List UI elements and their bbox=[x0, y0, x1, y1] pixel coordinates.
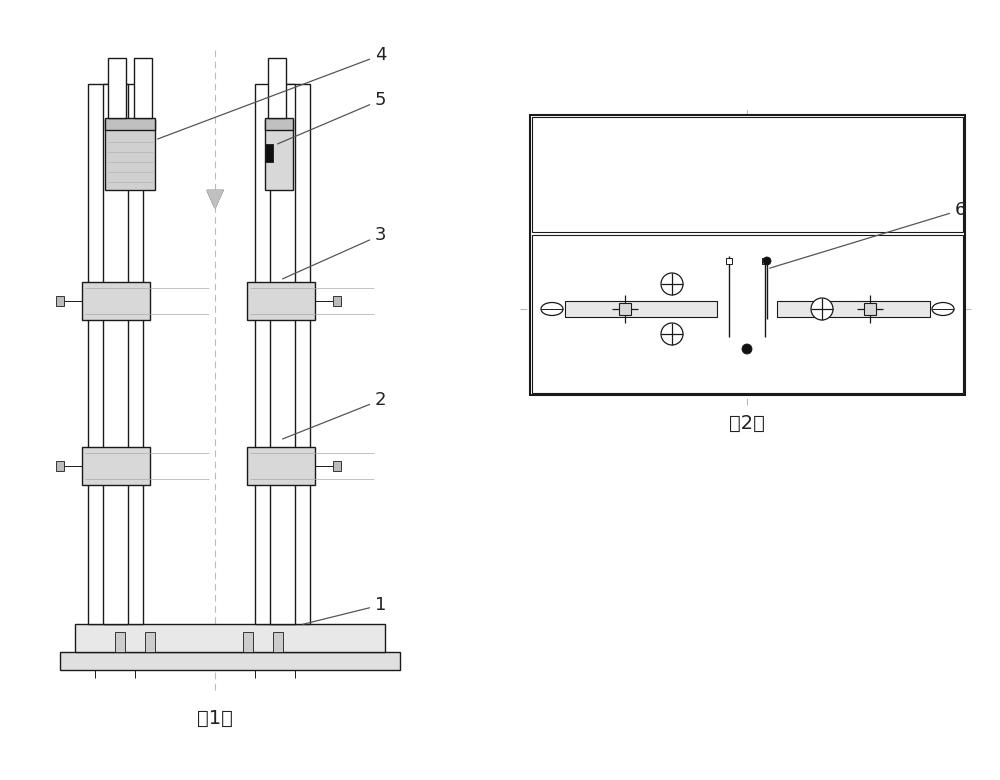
Bar bbox=[532, 117, 963, 232]
Bar bbox=[247, 447, 315, 485]
Bar bbox=[145, 632, 155, 652]
Bar bbox=[247, 282, 315, 320]
Bar bbox=[268, 58, 286, 118]
Bar bbox=[115, 632, 125, 652]
Circle shape bbox=[763, 257, 771, 265]
Bar bbox=[255, 84, 310, 624]
Bar bbox=[265, 118, 293, 130]
Text: 6: 6 bbox=[770, 201, 966, 268]
Bar bbox=[864, 303, 876, 315]
Ellipse shape bbox=[541, 303, 563, 315]
Text: 4: 4 bbox=[158, 46, 386, 139]
Bar bbox=[726, 258, 732, 264]
Bar bbox=[265, 144, 273, 162]
Bar bbox=[777, 301, 930, 317]
Bar bbox=[530, 115, 965, 395]
Bar bbox=[88, 84, 143, 624]
Bar bbox=[105, 118, 155, 130]
Bar bbox=[265, 120, 293, 190]
Bar bbox=[243, 632, 253, 652]
Bar bbox=[532, 235, 963, 393]
Bar bbox=[270, 84, 295, 624]
Bar bbox=[565, 301, 717, 317]
Bar bbox=[134, 58, 152, 118]
Bar bbox=[82, 447, 150, 485]
Circle shape bbox=[811, 298, 833, 320]
Polygon shape bbox=[207, 190, 223, 208]
Bar bbox=[273, 632, 283, 652]
Bar bbox=[82, 282, 150, 320]
Circle shape bbox=[742, 344, 752, 354]
Text: （1）: （1） bbox=[197, 708, 233, 728]
Bar bbox=[108, 58, 126, 118]
Text: 5: 5 bbox=[278, 91, 386, 144]
Text: （2）: （2） bbox=[729, 413, 765, 432]
Bar bbox=[619, 303, 631, 315]
Bar bbox=[75, 624, 385, 652]
Bar bbox=[56, 296, 64, 306]
Bar bbox=[333, 461, 341, 471]
Bar bbox=[333, 296, 341, 306]
Text: 2: 2 bbox=[283, 391, 386, 439]
Text: 3: 3 bbox=[283, 226, 386, 279]
Bar bbox=[105, 120, 155, 190]
Ellipse shape bbox=[932, 303, 954, 315]
Text: 1: 1 bbox=[303, 596, 386, 624]
Bar bbox=[56, 461, 64, 471]
Bar bbox=[762, 258, 768, 264]
Circle shape bbox=[661, 273, 683, 295]
Bar bbox=[60, 652, 400, 670]
Bar bbox=[103, 84, 128, 624]
Circle shape bbox=[661, 323, 683, 345]
